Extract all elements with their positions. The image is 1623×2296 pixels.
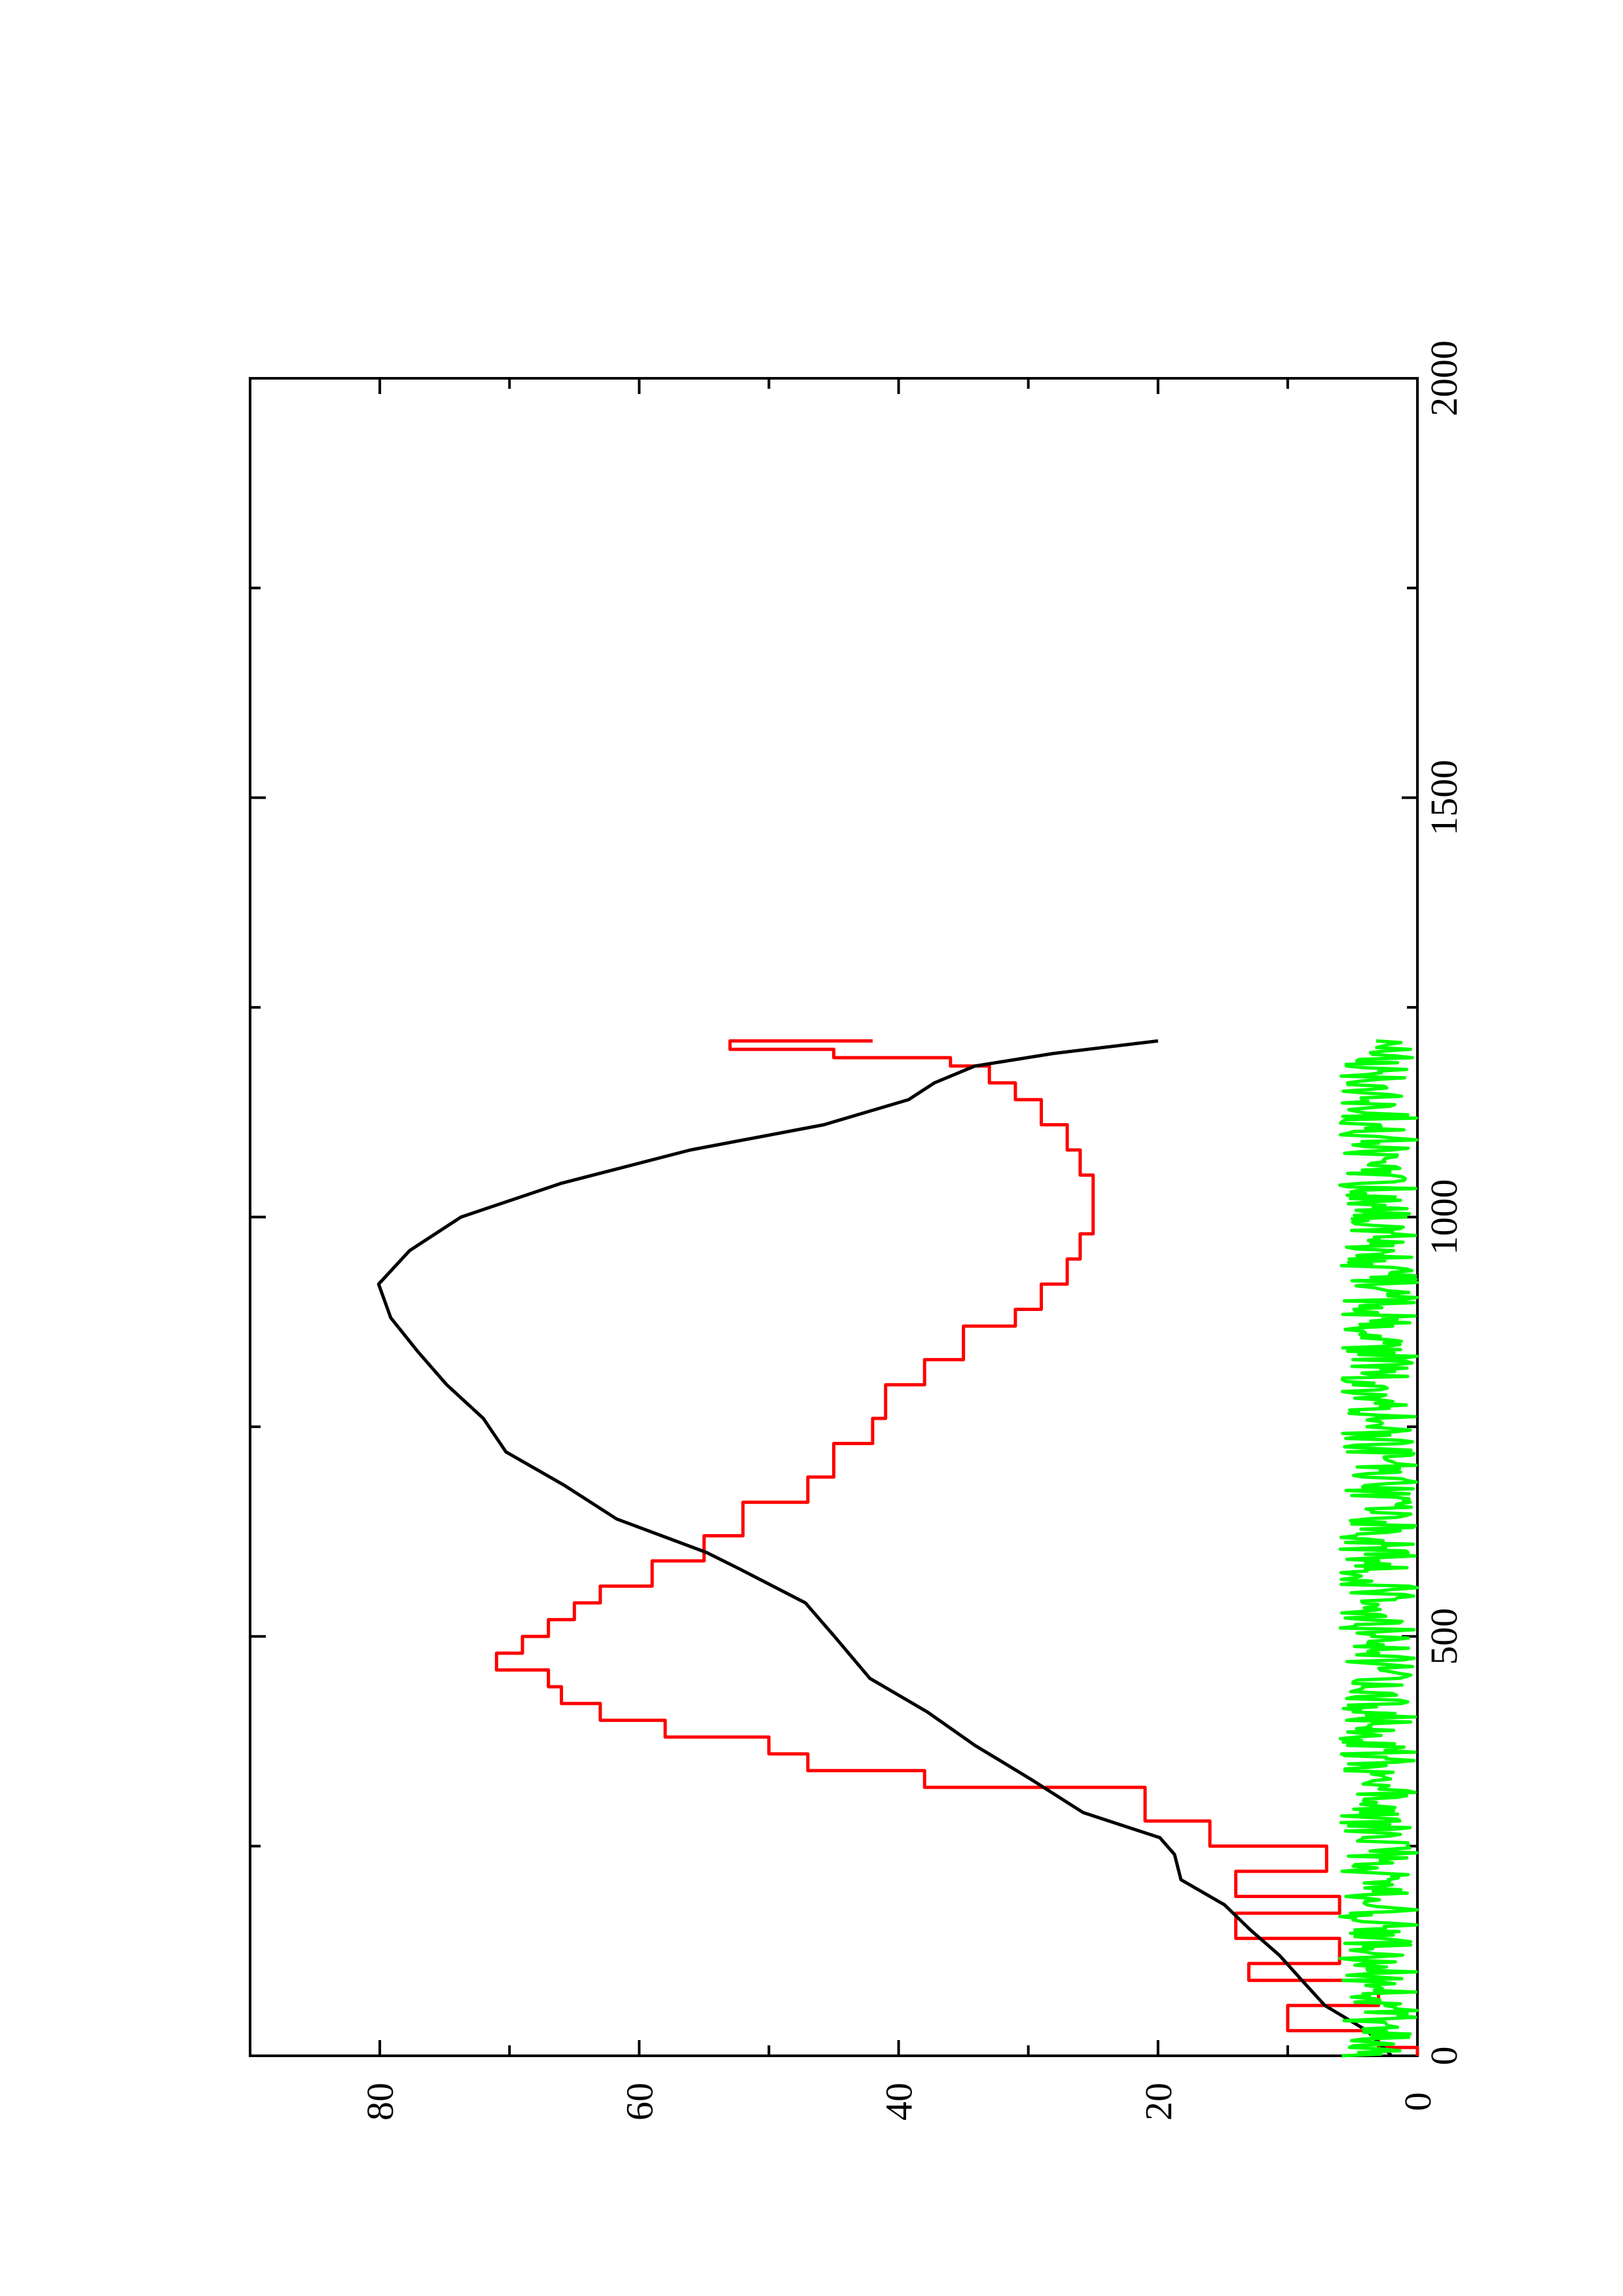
series-layer (376, 1039, 1419, 2058)
x-tick-label: 1500 (1423, 760, 1465, 836)
y-tick-label: 20 (1137, 2083, 1180, 2121)
y-tick-label: 60 (618, 2083, 661, 2121)
x-tick-label: 2000 (1423, 340, 1465, 416)
series-line-2 (1338, 1039, 1419, 2058)
series-line-0 (494, 1039, 1419, 2056)
axis-ticks (249, 377, 1419, 2057)
plot-frame (249, 377, 1419, 2057)
y-tick-label: 40 (878, 2083, 921, 2121)
series-line-1 (376, 1039, 1393, 2057)
x-tick-label: 0 (1423, 2047, 1465, 2066)
y-tick-label: 0 (1396, 2092, 1439, 2111)
y-tick-label: 80 (359, 2083, 401, 2121)
x-tick-label: 500 (1423, 1608, 1465, 1665)
axis-tick-labels: 0 500 1000 1500 2000 0 20 40 60 80 (359, 340, 1465, 2121)
x-tick-label: 1000 (1423, 1179, 1465, 1255)
